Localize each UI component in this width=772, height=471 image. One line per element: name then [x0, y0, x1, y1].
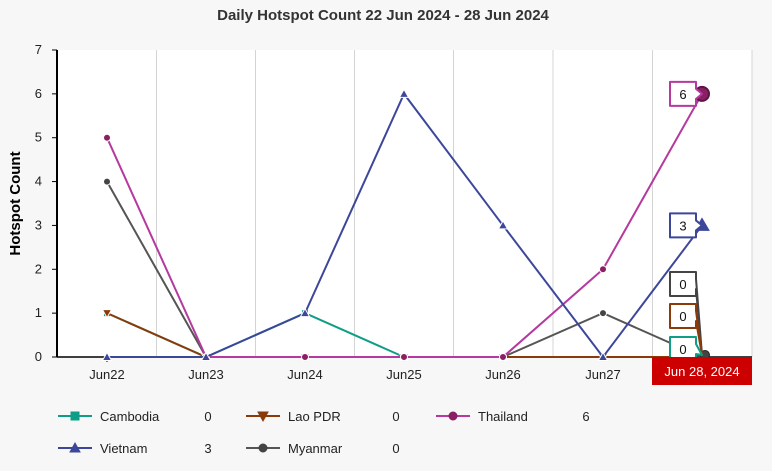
legend-marker	[69, 441, 81, 453]
data-point-vietnam	[200, 351, 212, 361]
y-tick-label: 3	[35, 217, 42, 232]
data-point-thailand	[103, 133, 111, 142]
legend-item-vietnam: Vietnam 3	[58, 441, 212, 456]
legend-marker	[257, 411, 269, 423]
series-layer	[101, 85, 710, 364]
legend-value: 3	[204, 441, 211, 456]
x-tick-label: Jun23	[188, 367, 223, 382]
y-axis-title: Hotspot Count	[7, 151, 24, 255]
chart-title: Daily Hotspot Count 22 Jun 2024 - 28 Jun…	[217, 7, 549, 24]
tooltip-box	[669, 271, 703, 356]
data-point-vietnam	[299, 307, 311, 318]
y-tick-label: 5	[35, 130, 42, 145]
y-tick-label: 7	[35, 42, 42, 57]
data-point-lao-pdr	[101, 309, 113, 319]
data-point-thailand	[499, 353, 507, 361]
legend-value: 0	[392, 409, 399, 424]
data-point-thailand	[599, 265, 607, 274]
y-tick-label: 4	[35, 174, 42, 189]
legend-marker	[448, 411, 458, 421]
x-tick-label: Jun27	[585, 367, 620, 382]
legend-value: 0	[204, 409, 211, 424]
legend-value: 6	[582, 409, 589, 424]
legend: Cambodia 0 Lao PDR 0 Thailand 6 Vietnam 3 Myanma…	[58, 409, 590, 456]
x-tick-label: Jun25	[386, 367, 421, 382]
legend-item-cambodia: Cambodia 0	[58, 409, 212, 424]
tooltip-box	[669, 212, 703, 239]
crosshair-label-text: Jun 28, 2024	[664, 364, 739, 379]
x-tick-label: Jun22	[89, 367, 124, 382]
crosshair-label-box	[652, 357, 752, 385]
data-point-vietnam	[398, 88, 410, 98]
data-point-vietnam	[497, 219, 509, 230]
legend-marker	[70, 411, 80, 421]
grid-layer	[57, 50, 753, 357]
legend-label: Myanmar	[288, 441, 343, 456]
crosshair-label: Jun 28, 2024	[652, 357, 752, 385]
tooltip-value: 3	[679, 218, 686, 233]
data-point-vietnam	[101, 351, 113, 361]
x-tick-label: Jun26	[485, 367, 520, 382]
tooltip-lao-pdr: 0	[669, 303, 703, 356]
legend-label: Thailand	[478, 409, 528, 424]
tooltip-value: 0	[679, 342, 686, 357]
tooltip-value: 0	[679, 277, 686, 292]
data-point-myanmar	[599, 309, 607, 318]
data-point-thailand	[301, 353, 309, 361]
tooltip-vietnam: 3	[669, 212, 703, 239]
legend-label: Vietnam	[100, 441, 147, 456]
plot-background	[57, 50, 752, 357]
legend-item-lao-pdr: Lao PDR 0	[246, 409, 400, 424]
legend-label: Cambodia	[100, 409, 160, 424]
tooltip-box	[669, 80, 703, 107]
data-point-vietnam	[597, 351, 609, 361]
tooltip-layer: 6 3 0 0 0 Jun 28, 2024	[652, 80, 752, 385]
y-tick-label: 1	[35, 305, 42, 320]
data-point-myanmar	[103, 177, 111, 186]
y-tick-label: 0	[35, 349, 42, 364]
x-tick-label: Jun24	[287, 367, 322, 382]
legend-item-myanmar: Myanmar 0	[246, 441, 400, 456]
legend-label: Lao PDR	[288, 409, 341, 424]
tooltip-thailand: 6	[669, 80, 703, 107]
data-point-thailand	[400, 353, 408, 361]
legend-value: 0	[392, 441, 399, 456]
legend-marker	[258, 443, 268, 453]
legend-item-thailand: Thailand 6	[436, 409, 590, 424]
tooltip-box	[669, 303, 703, 356]
tooltip-myanmar: 0	[669, 271, 703, 356]
tooltip-value: 6	[679, 87, 686, 102]
tooltip-value: 0	[679, 309, 686, 324]
y-tick-label: 2	[35, 261, 42, 276]
y-tick-label: 6	[35, 86, 42, 101]
